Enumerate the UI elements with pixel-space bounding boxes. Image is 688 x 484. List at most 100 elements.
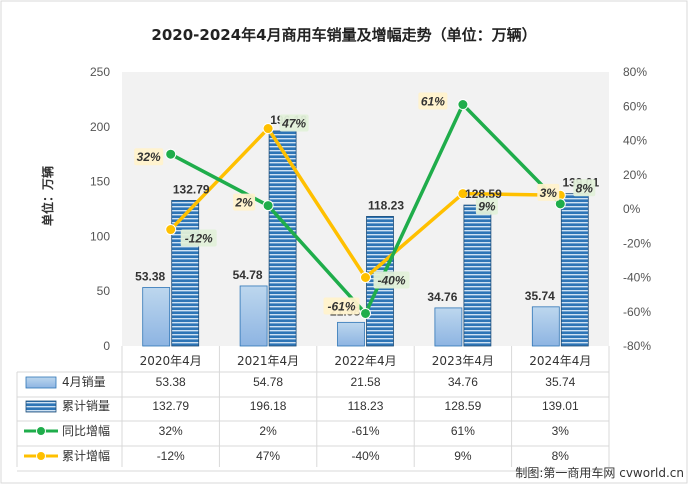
table-cell: 32% [159,424,183,438]
right-axis-ticks: 80% 60% 40% 20% 0% -20% -40% -60% -80% [623,65,651,353]
right-tick-label: 60% [623,99,647,113]
data-table: 2020年4月 2021年4月 2022年4月 2023年4月 2024年4月 4月销量 5… [16,346,610,472]
cumulative-sales-label: 132.79 [173,182,210,196]
table-cell: 21.58 [350,375,380,389]
yoy-growth-point [457,99,469,111]
chart-title: 2020-2024年4月商用车销量及增幅走势（单位：万辆） [151,26,536,44]
plot-area [122,72,609,346]
labels-layer: 53.38132.7954.78196.1821.58118.2334.7612… [134,92,599,318]
legend-key-monthly-sales [25,376,57,389]
left-tick-label: 0 [103,339,110,353]
yoy-growth-label: 2% [234,196,253,210]
right-tick-label: 20% [623,168,647,182]
legend-key-marker [36,451,46,461]
cumulative-sales-label: 118.23 [368,198,404,212]
legend-row-label: 同比增幅 [62,423,110,438]
left-tick-label: 150 [90,175,110,189]
bars-layer [142,130,589,347]
yoy-growth-label-badge [323,297,360,315]
cumulative-growth-label: 47% [281,117,306,131]
table-cell: 35.74 [545,375,575,389]
cumulative-growth-label-badge [180,229,217,247]
left-tick-label: 200 [90,120,110,134]
legend-key-marker [36,426,46,436]
right-tick-label: -80% [623,339,651,353]
cumulative-growth-label: -12% [185,232,213,246]
cumulative-growth-point [262,123,274,135]
cumulative-growth-label-badge [475,197,498,215]
table-cell: -12% [157,449,185,463]
table-cell: 8% [552,449,570,463]
bar-cumulative-sales [463,204,492,347]
table-cell: 2% [259,424,277,438]
yoy-growth-point [165,148,177,160]
bar-monthly-sales [434,307,463,347]
table-cell: 54.78 [253,375,283,389]
cumulative-growth-label: 8% [576,181,594,195]
yoy-growth-label: 3% [540,186,558,200]
table-cell: 139.01 [542,399,579,413]
category-label: 2024年4月 [529,354,591,368]
table-cell: 118.23 [348,399,384,413]
monthly-sales-label: 53.38 [135,269,165,283]
left-axis-ticks: 0 50 100 150 200 250 [90,65,110,353]
right-tick-label: -40% [623,271,651,285]
yoy-growth-label: 61% [421,95,445,109]
cumulative-growth-label: -40% [377,274,405,288]
yoy-growth-label-badge [134,148,164,166]
table-cell: 34.76 [448,375,478,389]
monthly-sales-label: 35.74 [525,289,555,303]
category-label: 2021年4月 [237,354,299,368]
cumulative-growth-label-badge [573,179,596,197]
bar-monthly-sales [337,321,365,347]
yoy-growth-label: 32% [137,150,161,164]
bar-monthly-sales [239,285,268,347]
cumulative-growth-point [457,188,469,200]
legend-key-cumulative-sales [25,400,57,413]
yoy-growth-label-badge [233,193,256,211]
monthly-sales-label: 34.76 [427,290,457,304]
legend-row-label: 累计销量 [62,399,110,413]
right-tick-label: -60% [623,305,651,319]
cumulative-growth-label-badge [373,271,410,289]
legend-row-label: 累计增幅 [62,448,110,463]
cumulative-growth-point [360,272,371,283]
cumulative-growth-label: 9% [478,200,496,214]
y-axis-title: 单位：万辆 [40,166,55,226]
yoy-growth-point [262,200,274,212]
table-cell: 3% [552,424,570,438]
table-cell: -61% [351,424,379,438]
yoy-growth-label-badge [537,183,560,201]
left-tick-label: 100 [90,229,110,243]
yoy-growth-point [360,307,371,319]
bar-monthly-sales [142,287,171,347]
category-label: 2023年4月 [432,354,494,368]
bar-cumulative-sales [560,193,589,347]
cumulative-growth-point [165,224,177,236]
yoy-growth-label: -61% [327,299,355,313]
left-tick-label: 50 [97,284,111,298]
table-cell: -40% [351,449,379,463]
legend-row-label: 4月销量 [62,375,106,389]
right-tick-label: 0% [623,202,641,216]
table-cell: 53.38 [156,375,186,389]
right-tick-label: 40% [623,134,647,148]
yoy-growth-label-badge [418,92,448,110]
cumulative-sales-label: 128.59 [465,187,502,201]
yoy-growth-point [554,198,566,210]
table-cell: 132.79 [152,399,189,413]
table-cell: 196.18 [250,399,287,413]
table-cell: 128.59 [445,399,482,413]
monthly-sales-label: 54.78 [233,268,263,282]
lines-layer [165,99,566,319]
right-tick-label: -20% [623,236,651,250]
table-cell: 47% [256,449,280,463]
category-label: 2020年4月 [140,354,202,368]
right-tick-label: 80% [623,65,647,79]
table-cell: 9% [454,449,472,463]
bar-monthly-sales [531,306,560,347]
cumulative-growth-label-badge [279,114,309,132]
left-tick-label: 250 [90,65,110,79]
